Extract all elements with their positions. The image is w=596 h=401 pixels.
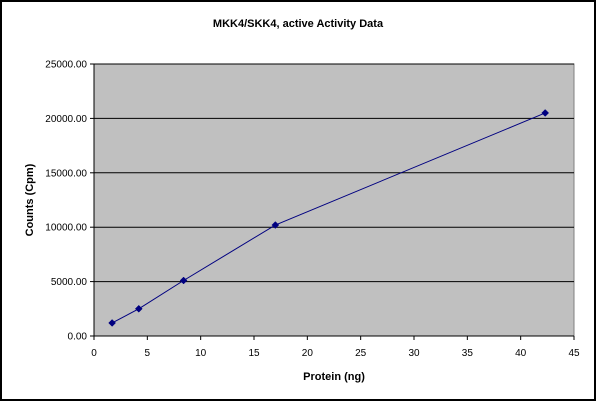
x-tick-label: 20 <box>302 348 314 359</box>
y-tick-label: 25000.00 <box>45 60 87 71</box>
x-tick-label: 15 <box>248 348 260 359</box>
x-axis-label: Protein (ng) <box>303 371 365 383</box>
ticks-layer: 0.00 5000.00 10000.00 15000.00 20000.00 25000… <box>45 60 580 360</box>
x-tick-label: 35 <box>462 348 474 359</box>
series-layer <box>108 109 550 327</box>
y-tick-label: 5000.00 <box>51 277 88 288</box>
y-tick-label: 15000.00 <box>45 168 87 179</box>
x-tick-label: 25 <box>355 348 367 359</box>
grid-layer <box>94 63 574 283</box>
data-point <box>134 304 143 313</box>
y-tick-label: 20000.00 <box>45 114 87 125</box>
x-tick-label: 45 <box>568 348 580 359</box>
x-tick-label: 0 <box>91 348 97 359</box>
x-tick-label: 10 <box>195 348 207 359</box>
data-point <box>108 319 116 327</box>
y-tick-label: 0.00 <box>68 332 88 343</box>
data-point <box>179 276 188 285</box>
y-axis-label: Counts (Cpm) <box>24 163 36 236</box>
x-tick-label: 40 <box>515 348 527 359</box>
x-tick-label: 30 <box>408 348 420 359</box>
data-point <box>541 109 550 117</box>
plot-area <box>93 63 575 337</box>
x-tick-label: 5 <box>145 348 151 359</box>
data-point <box>271 221 280 229</box>
y-tick-label: 10000.00 <box>45 223 87 234</box>
axes-layer <box>93 64 574 337</box>
chart-title: MKK4/SKK4, active Activity Data <box>213 18 384 30</box>
